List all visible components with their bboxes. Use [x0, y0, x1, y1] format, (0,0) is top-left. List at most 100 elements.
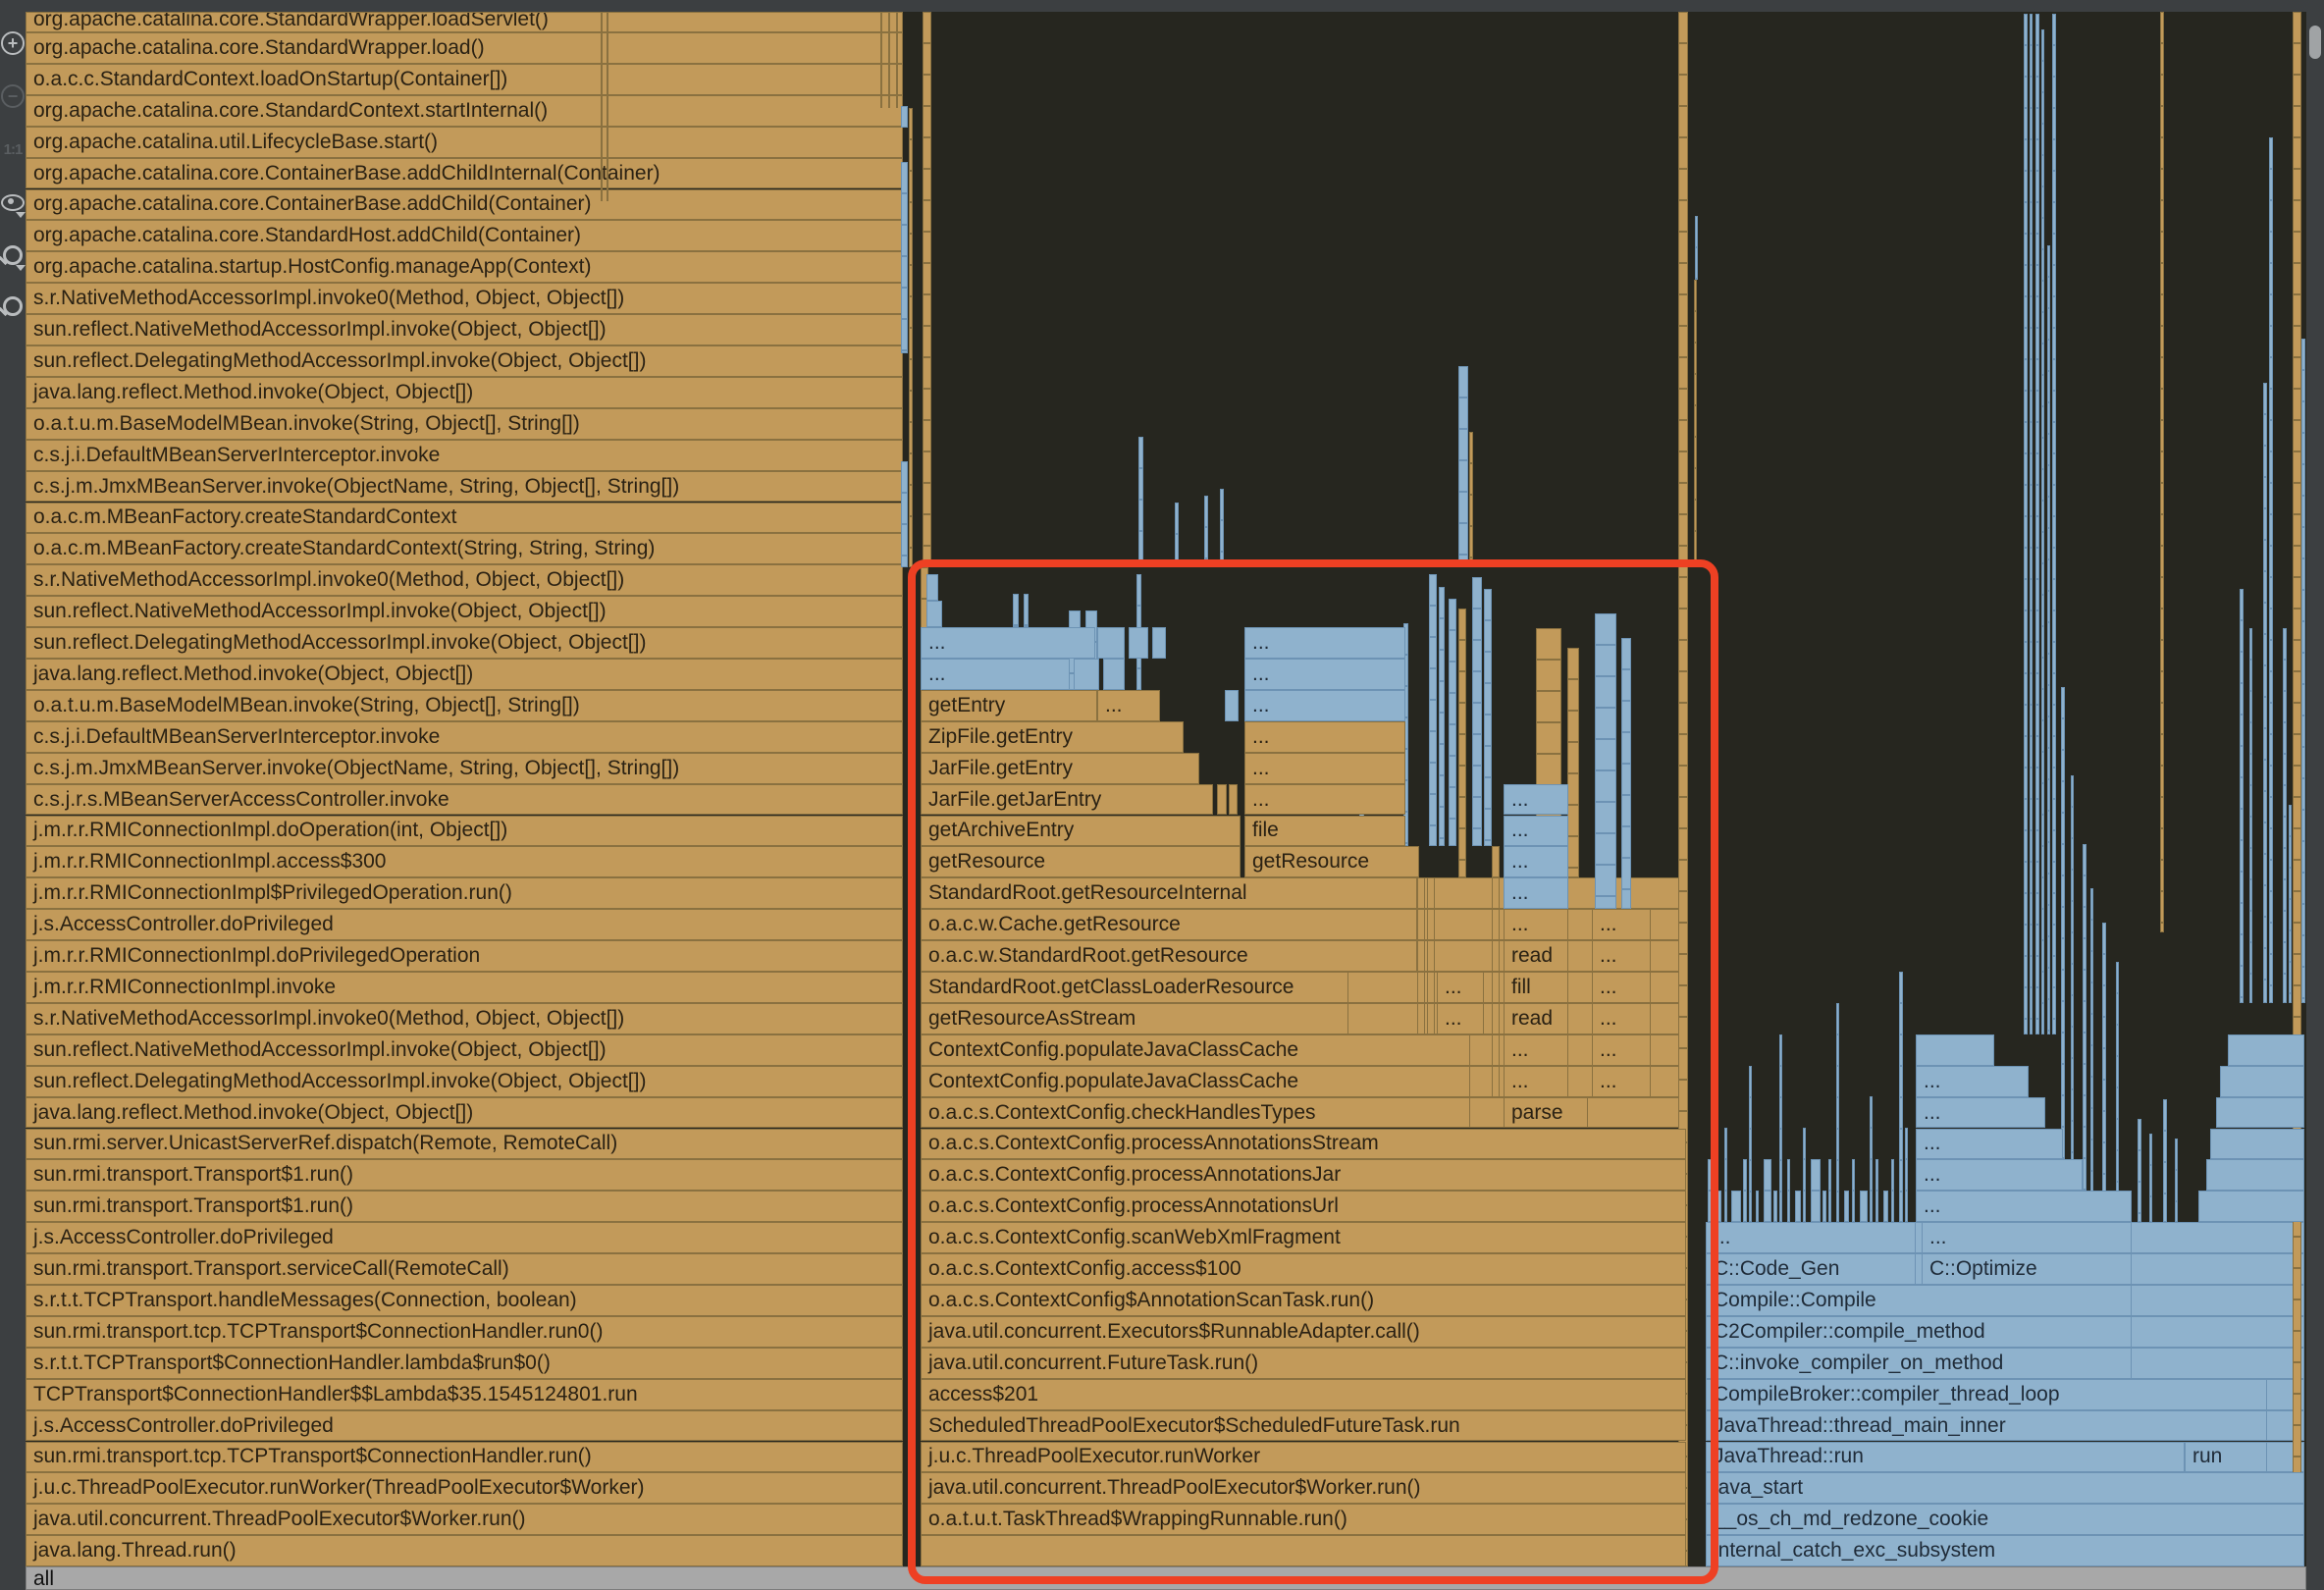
frame-left-stack[interactable]: org.apache.catalina.core.ContainerBase.a…: [26, 188, 903, 221]
frame-left-stack[interactable]: s.r.NativeMethodAccessorImpl.invoke0(Met…: [26, 564, 903, 597]
frame-left-stack[interactable]: sun.rmi.transport.Transport.serviceCall(…: [26, 1253, 903, 1285]
frame-middle[interactable]: StandardRoot.getClassLoaderResource: [921, 972, 1348, 1003]
frame-right[interactable]: ...: [1922, 1222, 2132, 1254]
frame-middle[interactable]: o.a.c.s.ContextConfig.checkHandlesTypes: [921, 1096, 1470, 1129]
frame-left-stack[interactable]: TCPTransport$ConnectionHandler$$Lambda$3…: [26, 1378, 903, 1410]
frame-spike[interactable]: [2090, 888, 2093, 1222]
frame-spike[interactable]: [1458, 609, 1466, 877]
frame-right[interactable]: C::Code_Gen: [1706, 1253, 1916, 1285]
frame-spike[interactable]: [2102, 923, 2106, 1222]
frame-left-stack[interactable]: s.r.t.t.TCPTransport$ConnectionHandler.l…: [26, 1347, 903, 1379]
frame-left-stack[interactable]: o.a.c.c.StandardContext.loadOnStartup(Co…: [26, 63, 903, 95]
frame-right[interactable]: [2210, 1128, 2304, 1160]
frame-left-stack[interactable]: o.a.t.u.m.BaseModelMBean.invoke(String, …: [26, 689, 903, 721]
frame-middle[interactable]: o.a.c.w.StandardRoot.getResource: [921, 940, 1417, 972]
frame-middle[interactable]: fill: [1504, 972, 1568, 1003]
frame-spike[interactable]: [2024, 14, 2028, 1034]
actual-size-icon[interactable]: 1:1: [3, 140, 24, 158]
frame-left-stack[interactable]: c.s.j.i.DefaultMBeanServerInterceptor.in…: [26, 720, 903, 753]
frame-spike[interactable]: [901, 461, 908, 567]
frame-middle[interactable]: ...: [1244, 659, 1405, 690]
frame-spike[interactable]: [2249, 628, 2252, 1003]
frame-spike[interactable]: [1891, 1159, 1894, 1222]
frame-middle[interactable]: [921, 1535, 1686, 1567]
frame-middle[interactable]: ContextConfig.populateJavaClassCache: [921, 1034, 1470, 1066]
frame-left-stack[interactable]: sun.rmi.transport.Transport$1.run(): [26, 1159, 903, 1192]
frame-middle[interactable]: JarFile.getJarEntry: [921, 783, 1213, 816]
frame-right[interactable]: C::Optimize: [1922, 1253, 2132, 1285]
frame-spike[interactable]: [1811, 1159, 1821, 1222]
frame-middle[interactable]: [1103, 659, 1125, 690]
frame-spike[interactable]: [901, 106, 908, 128]
frame-spike[interactable]: [1860, 1191, 1868, 1222]
frame-spike[interactable]: [1749, 1066, 1752, 1222]
frame-middle[interactable]: o.a.c.s.ContextConfig.processAnnotations…: [921, 1159, 1686, 1192]
frame-middle[interactable]: read: [1504, 1002, 1568, 1034]
frame-spike[interactable]: [1695, 216, 1698, 280]
frame-middle[interactable]: getResource: [1244, 846, 1419, 878]
frame-middle[interactable]: file: [1244, 815, 1405, 847]
frame-left-stack[interactable]: s.r.NativeMethodAccessorImpl.invoke0(Met…: [26, 283, 903, 315]
frame-spike[interactable]: [1469, 432, 1473, 567]
frame-middle[interactable]: ...: [1504, 846, 1568, 878]
frame-spike[interactable]: [1175, 503, 1179, 567]
frame-left-stack[interactable]: java.util.concurrent.ThreadPoolExecutor$…: [26, 1504, 903, 1536]
frame-left-stack[interactable]: o.a.c.m.MBeanFactory.createStandardConte…: [26, 502, 903, 534]
frame-spike[interactable]: [926, 574, 938, 601]
frame-middle[interactable]: ...: [1592, 1065, 1651, 1097]
frame-spike[interactable]: [1708, 1159, 1716, 1222]
frame-middle[interactable]: ...: [1437, 972, 1484, 1003]
frame-middle[interactable]: ...: [1437, 1002, 1484, 1034]
frame-middle[interactable]: JarFile.getEntry: [921, 752, 1199, 784]
frame-middle[interactable]: ...: [921, 659, 1070, 690]
frame-middle[interactable]: ...: [1504, 1034, 1568, 1066]
frame-right[interactable]: ...: [1916, 1096, 2045, 1129]
frame-right[interactable]: [2198, 1191, 2304, 1223]
frame-left-stack[interactable]: s.r.NativeMethodAccessorImpl.invoke0(Met…: [26, 1002, 903, 1034]
frame-middle[interactable]: ...: [1504, 815, 1568, 847]
frame-middle[interactable]: ...: [1244, 720, 1405, 753]
frame-spike[interactable]: [1852, 1159, 1855, 1222]
frame-spike[interactable]: [2283, 628, 2287, 1003]
frame-middle[interactable]: java.util.concurrent.Executors$RunnableA…: [921, 1315, 1686, 1348]
frame-spike[interactable]: [1905, 1128, 1908, 1222]
frame-left-stack[interactable]: org.apache.catalina.core.StandardWrapper…: [26, 12, 903, 32]
frame-middle[interactable]: [1152, 627, 1166, 659]
frame-spike[interactable]: [1875, 1159, 1878, 1222]
frame-left-stack[interactable]: java.lang.reflect.Method.invoke(Object, …: [26, 1096, 903, 1129]
frame-left-stack[interactable]: j.s.AccessController.doPrivileged: [26, 1222, 903, 1254]
frame-right[interactable]: C::invoke_compiler_on_method: [1706, 1347, 2132, 1379]
frame-spike[interactable]: [1787, 1159, 1790, 1222]
frame-right[interactable]: __os_ch_md_redzone_cookie: [1706, 1504, 2304, 1536]
frame-middle[interactable]: java.util.concurrent.ThreadPoolExecutor$…: [921, 1472, 1686, 1505]
frame-left-stack[interactable]: o.a.c.m.MBeanFactory.createStandardConte…: [26, 533, 903, 565]
frame-spike[interactable]: [1567, 648, 1579, 877]
frame-right[interactable]: internal_catch_exc_subsystem: [1706, 1535, 2304, 1567]
frame-left-stack[interactable]: sun.reflect.DelegatingMethodAccessorImpl…: [26, 1065, 903, 1097]
frame-middle[interactable]: getArchiveEntry: [921, 815, 1241, 847]
frame-left-stack[interactable]: c.s.j.r.s.MBeanServerAccessController.in…: [26, 783, 903, 816]
frame-spike[interactable]: [1621, 638, 1631, 909]
frame-middle[interactable]: [1129, 627, 1148, 659]
frame-left-stack[interactable]: java.lang.Thread.run(): [26, 1535, 903, 1567]
frame-left-stack[interactable]: java.lang.reflect.Method.invoke(Object, …: [26, 659, 903, 690]
frame-left-stack[interactable]: sun.reflect.NativeMethodAccessorImpl.inv…: [26, 596, 903, 628]
frame-left-stack[interactable]: s.r.t.t.TCPTransport.handleMessages(Conn…: [26, 1285, 903, 1316]
frame-spike[interactable]: [2035, 14, 2039, 1034]
frame-middle[interactable]: read: [1504, 940, 1568, 972]
frame-middle[interactable]: o.a.c.s.ContextConfig.processAnnotations…: [921, 1128, 1686, 1160]
frame-left-stack[interactable]: c.s.j.m.JmxMBeanServer.invoke(ObjectName…: [26, 752, 903, 784]
frame-spike[interactable]: [1694, 280, 1697, 567]
frame-left-stack[interactable]: org.apache.catalina.core.StandardWrapper…: [26, 32, 903, 64]
frame-left-stack[interactable]: sun.rmi.transport.Transport$1.run(): [26, 1191, 903, 1223]
frame-spike[interactable]: [1458, 366, 1468, 567]
frame-right[interactable]: [1916, 1034, 1994, 1066]
frame-spike[interactable]: [2293, 12, 2301, 1566]
frame-middle[interactable]: ...: [1592, 1034, 1651, 1066]
frame-middle[interactable]: o.a.t.u.t.TaskThread$WrappingRunnable.ru…: [921, 1504, 1686, 1536]
view-options-icon[interactable]: [0, 188, 26, 218]
frame-spike[interactable]: [2289, 805, 2292, 1003]
frame-right[interactable]: ...: [1706, 1222, 1916, 1254]
frame-left-stack[interactable]: org.apache.catalina.util.LifecycleBase.s…: [26, 126, 903, 158]
frame-middle[interactable]: o.a.c.w.Cache.getResource: [921, 909, 1417, 941]
